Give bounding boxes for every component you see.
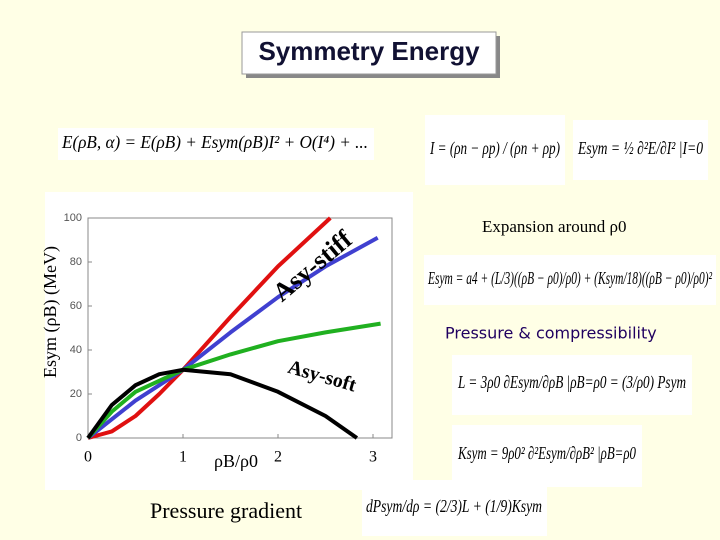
line bbox=[86, 321, 381, 440]
formula-box bbox=[452, 355, 692, 415]
title: Symmetry Energy bbox=[258, 36, 480, 66]
formula-box bbox=[424, 255, 716, 305]
y-tick-label: 100 bbox=[64, 212, 82, 224]
formula-box bbox=[362, 480, 547, 536]
formula: I = (ρn − ρp) / (ρn + ρp) bbox=[429, 138, 560, 159]
y-tick-label: 60 bbox=[70, 300, 82, 312]
plot-frame bbox=[87, 217, 393, 439]
formula-box bbox=[452, 425, 642, 487]
formula-box bbox=[58, 128, 374, 160]
gradient-label: Pressure gradient bbox=[150, 498, 302, 523]
formula: L = 3ρ0 ∂Esym/∂ρB |ρB=ρ0 = (3/ρ0) Psym bbox=[457, 372, 686, 393]
x-tick-label: 2 bbox=[274, 449, 282, 466]
title-box bbox=[241, 31, 497, 75]
pressure-label: Pressure & compressibility bbox=[445, 324, 657, 343]
y-axis-label: Esym (ρB) (MeV) bbox=[40, 246, 61, 378]
chart-panel bbox=[45, 192, 413, 490]
line bbox=[86, 236, 379, 440]
y-tick-label: 40 bbox=[70, 344, 82, 356]
formula-box bbox=[425, 115, 565, 185]
y-tick-label: 20 bbox=[70, 388, 82, 400]
formula: Esym = a4 + (L/3)((ρB − ρ0)/ρ0) + (Ksym/… bbox=[427, 268, 712, 289]
expansion-label: Expansion around ρ0 bbox=[482, 217, 626, 236]
formula: E(ρB, α) = E(ρB) + Esym(ρB)I² + O(I⁴) + … bbox=[61, 132, 368, 153]
x-tick-label: 1 bbox=[179, 449, 187, 466]
y-tick-label: 0 bbox=[76, 432, 82, 444]
line bbox=[86, 367, 359, 440]
formula: Esym = ½ ∂²E/∂I² |I=0 bbox=[577, 138, 703, 158]
formula: dPsym/dρ = (2/3)L + (1/9)Ksym bbox=[366, 496, 542, 517]
x-axis-label: ρB/ρ0 bbox=[214, 451, 258, 471]
x-tick-label: 3 bbox=[369, 449, 377, 466]
line bbox=[87, 216, 332, 440]
y-tick-label: 80 bbox=[70, 256, 82, 268]
x-tick-label: 0 bbox=[84, 449, 92, 466]
formula: Ksym = 9ρ0² ∂²Esym/∂ρB² |ρB=ρ0 bbox=[457, 443, 636, 463]
formula-box bbox=[573, 120, 708, 180]
